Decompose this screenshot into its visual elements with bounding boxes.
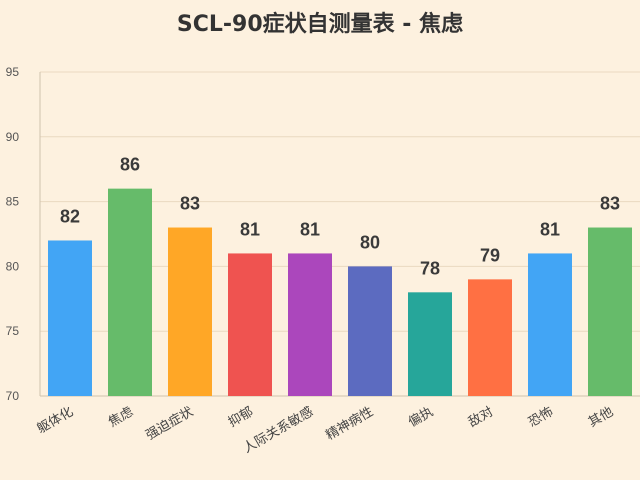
data-label: 81 [300,219,320,239]
x-tick-label: 精神病性 [323,404,376,443]
x-tick-label: 强迫症状 [143,404,196,443]
data-labels: 82 86 83 81 81 80 78 79 81 83 [60,155,620,279]
bars [48,188,632,396]
y-axis-ticks: 70 75 80 85 90 95 [6,65,20,403]
bar [588,227,632,396]
x-tick-label: 焦虑 [106,404,136,430]
data-label: 79 [480,245,500,265]
data-label: 78 [420,258,440,278]
data-label: 82 [60,206,80,226]
bar [108,188,152,396]
y-tick-label: 95 [6,65,20,79]
bar [348,266,392,396]
data-label: 80 [360,232,380,252]
x-tick-label: 敌对 [466,404,496,430]
x-tick-label: 偏执 [406,404,436,430]
bar [168,227,212,396]
x-tick-label: 其他 [586,404,616,430]
bar [528,253,572,396]
y-tick-label: 70 [6,389,20,403]
bar [288,253,332,396]
bar [48,240,92,396]
bar [468,279,512,396]
x-tick-label: 躯体化 [34,404,76,437]
data-label: 83 [180,194,200,214]
bar [408,292,452,396]
bar [228,253,272,396]
y-tick-label: 90 [6,130,20,144]
data-label: 86 [120,155,140,175]
chart-title: SCL-90症状自测量表 - 焦虑 [177,11,463,37]
y-tick-label: 85 [6,195,20,209]
x-tick-label: 抑郁 [226,404,256,430]
x-tick-label: 恐怖 [525,404,556,431]
data-label: 81 [540,219,560,239]
data-label: 83 [600,194,620,214]
data-label: 81 [240,219,260,239]
y-tick-label: 75 [6,324,20,338]
y-tick-label: 80 [6,259,20,273]
